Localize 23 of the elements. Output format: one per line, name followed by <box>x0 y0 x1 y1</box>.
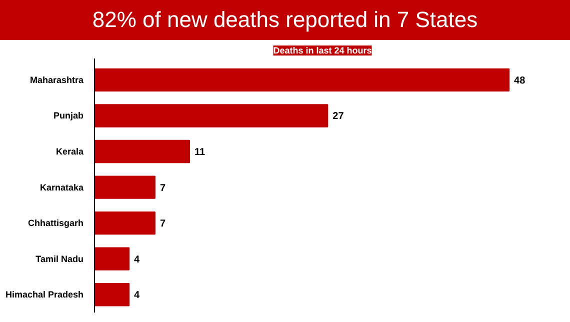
y-tick-label: Himachal Pradesh <box>5 290 84 300</box>
bar <box>94 104 328 128</box>
y-tick-label: Chhattisgarh <box>28 218 84 228</box>
y-tick-label: Maharashtra <box>30 74 84 85</box>
bar <box>94 247 130 270</box>
y-tick-label: Kerala <box>56 146 84 157</box>
data-label: 4 <box>134 290 140 302</box>
data-label: 4 <box>134 254 140 266</box>
bar <box>94 283 130 306</box>
chart-subtitle: Deaths in last 24 hours <box>273 46 372 56</box>
y-tick-label: Punjab <box>54 110 84 121</box>
data-label: 48 <box>514 75 526 86</box>
y-tick-label: Karnataka <box>40 182 84 192</box>
y-tick-label: Tamil Nadu <box>36 254 84 264</box>
bar <box>94 176 156 199</box>
bar <box>94 211 156 235</box>
bar <box>94 140 190 164</box>
data-label: 11 <box>194 147 206 158</box>
chart-title: 82% of new deaths reported in 7 States <box>92 6 478 34</box>
data-label: 7 <box>160 218 166 230</box>
data-label: 27 <box>332 111 344 122</box>
data-label: 7 <box>160 182 166 194</box>
bar <box>94 68 510 92</box>
